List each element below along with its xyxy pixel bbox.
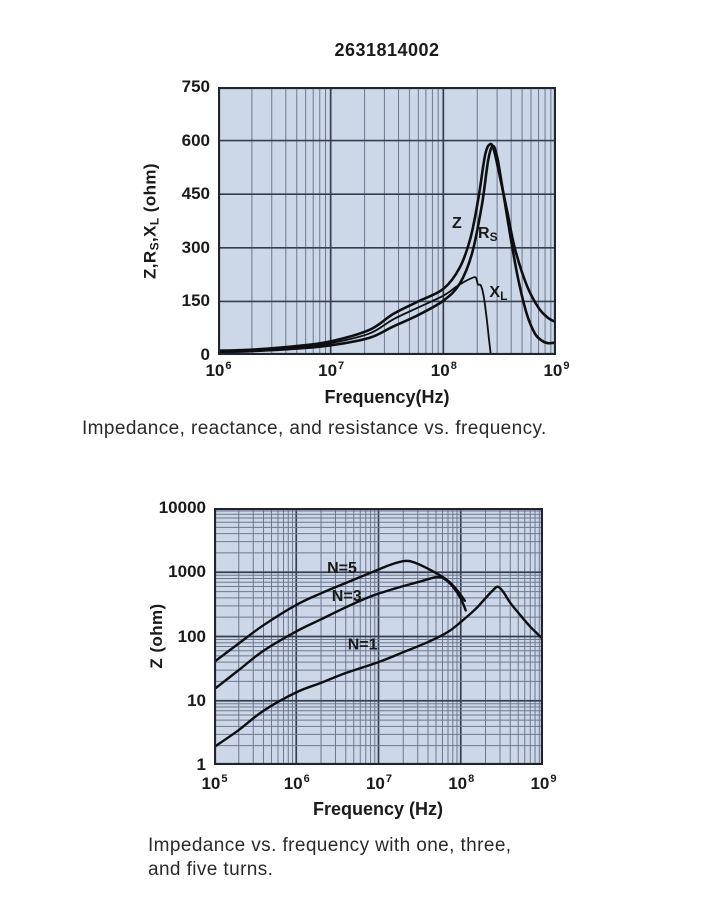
top-chart-plot-area: Z RS XL: [218, 87, 556, 355]
exponent: 8: [468, 773, 475, 785]
series-label-XL: XL: [489, 284, 507, 303]
x-tick-label: 106: [283, 773, 310, 793]
curve-N=1: [214, 585, 543, 749]
bottom-y-axis-label: Z (ohm): [147, 603, 167, 668]
exponent: 9: [550, 773, 557, 785]
series-label-Z: Z: [452, 215, 462, 232]
top-y-axis-label: Z,RS,XL (ohm): [141, 163, 162, 279]
x-tick-label: 108: [430, 360, 457, 380]
x-tick-label: 107: [365, 773, 393, 793]
y-axis-label-segment: Z (ohm): [147, 603, 166, 669]
exponent: 8: [450, 360, 457, 372]
series-label-N=1: N=1: [348, 636, 378, 653]
x-tick-label: 107: [318, 360, 345, 380]
caption-line: and five turns.: [148, 859, 274, 880]
x-tick-label: 109: [530, 773, 557, 793]
exponent: 9: [563, 360, 570, 372]
y-axis-label-segment: Z,R: [140, 250, 160, 279]
exponent: 6: [225, 360, 232, 372]
caption-line: Impedance vs. frequency with one, three,: [148, 835, 512, 856]
y-tick-label: 100: [177, 626, 206, 646]
curve-N=3: [214, 575, 467, 691]
x-tick-label: 108: [448, 773, 475, 793]
y-tick-label: 0: [200, 345, 210, 364]
y-tick-label: 1: [196, 755, 206, 774]
y-tick-label: 750: [181, 77, 210, 96]
bottom-chart-plot-area: N=5 N=3 N=1: [214, 508, 543, 765]
y-axis-label-segment: (ohm): [140, 163, 160, 218]
curve-Z: [218, 142, 556, 353]
series-label-N=3: N=3: [332, 588, 362, 605]
y-axis-label-segment: S: [147, 241, 162, 251]
exponent: 5: [221, 773, 228, 785]
exponent: 6: [303, 773, 310, 785]
chart-title-part-number: 2631814002: [334, 40, 440, 60]
y-axis-label-segment: L: [147, 217, 162, 226]
top-chart-caption: Impedance, reactance, and resistance vs.…: [82, 418, 547, 439]
top-x-axis-label: Frequency(Hz): [324, 387, 450, 407]
curve-XL: [218, 276, 492, 355]
y-tick-label: 600: [181, 130, 210, 150]
y-tick-label: 1000: [168, 562, 206, 582]
x-tick-label: 109: [543, 360, 570, 380]
exponent: 7: [338, 360, 345, 372]
bottom-x-axis-label: Frequency (Hz): [312, 799, 444, 819]
series-label-N=5: N=5: [327, 560, 357, 577]
y-tick-label: 10000: [158, 498, 206, 517]
exponent: 7: [385, 773, 393, 785]
y-tick-label: 10: [187, 690, 206, 710]
y-tick-label: 450: [181, 184, 210, 204]
series-label-RS: RS: [478, 225, 498, 244]
y-tick-label: 300: [181, 237, 210, 257]
y-tick-label: 150: [181, 291, 210, 311]
y-axis-label-segment: ,X: [140, 225, 160, 242]
bottom-chart-caption: Impedance vs. frequency with one, three,…: [148, 834, 511, 882]
curve-RS: [218, 144, 556, 354]
x-tick-label: 106: [205, 360, 232, 380]
x-tick-label: 105: [201, 773, 228, 793]
